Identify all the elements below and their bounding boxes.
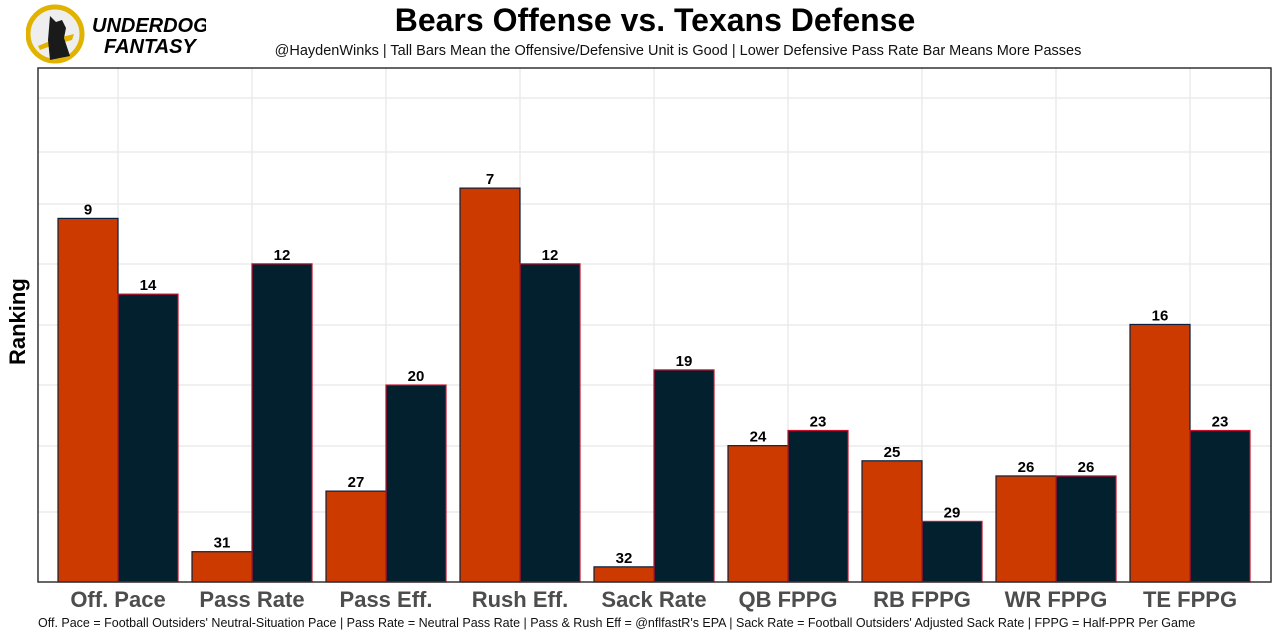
x-tick-label: Pass Rate xyxy=(199,587,304,612)
x-tick-label: Rush Eff. xyxy=(472,587,569,612)
bar-offense xyxy=(459,187,521,583)
bar-defense xyxy=(1055,475,1117,583)
data-label: 26 xyxy=(1018,459,1035,476)
data-label: 19 xyxy=(676,353,693,370)
logo-text-line2: FANTASY xyxy=(104,36,198,58)
data-label: 23 xyxy=(1212,414,1229,431)
x-tick-label: Off. Pace xyxy=(70,587,165,612)
data-label: 12 xyxy=(542,247,559,264)
data-label: 24 xyxy=(750,429,767,446)
bar-defense xyxy=(519,263,581,583)
data-label: 26 xyxy=(1078,459,1095,476)
bar-offense xyxy=(1129,323,1191,583)
data-label: 29 xyxy=(944,504,961,521)
x-tick-label: Pass Eff. xyxy=(340,587,433,612)
bar-offense xyxy=(995,475,1057,583)
underdog-fantasy-logo: UNDERDOG FANTASY xyxy=(26,4,206,64)
x-tick-label: RB FPPG xyxy=(873,587,971,612)
x-tick-label: TE FPPG xyxy=(1143,587,1237,612)
data-label: 27 xyxy=(348,474,365,491)
data-label: 14 xyxy=(140,277,157,294)
panel-border xyxy=(37,67,1272,583)
chart-title: Bears Offense vs. Texans Defense xyxy=(394,2,916,38)
bar-defense xyxy=(251,263,313,583)
bar-offense xyxy=(57,217,119,583)
data-label: 20 xyxy=(408,368,425,385)
data-label: 16 xyxy=(1152,307,1169,324)
bar-defense xyxy=(385,384,447,583)
bar-defense xyxy=(1189,429,1251,583)
data-label: 9 xyxy=(84,201,92,218)
x-tick-label: WR FPPG xyxy=(1005,587,1108,612)
bar-defense xyxy=(117,293,179,583)
logo-text-line1: UNDERDOG xyxy=(92,15,206,37)
data-label: 7 xyxy=(486,171,494,188)
bar-offense xyxy=(325,490,387,583)
chart-caption: Off. Pace = Football Outsiders' Neutral-… xyxy=(38,616,1196,630)
bar-defense xyxy=(653,369,715,583)
x-tick-label: QB FPPG xyxy=(738,587,837,612)
bar-offense xyxy=(861,460,923,583)
bar-defense xyxy=(921,520,983,583)
chart-subtitle: @HaydenWinks | Tall Bars Mean the Offens… xyxy=(274,43,1082,59)
data-label: 32 xyxy=(616,550,633,567)
bar-offense xyxy=(593,566,655,583)
bar-offense xyxy=(727,445,789,583)
x-tick-label: Sack Rate xyxy=(601,587,706,612)
data-label: 23 xyxy=(810,414,827,431)
bar-offense xyxy=(191,551,253,583)
data-label: 31 xyxy=(214,535,231,552)
bar-defense xyxy=(787,429,849,583)
data-label: 25 xyxy=(884,444,901,461)
data-label: 12 xyxy=(274,247,291,264)
